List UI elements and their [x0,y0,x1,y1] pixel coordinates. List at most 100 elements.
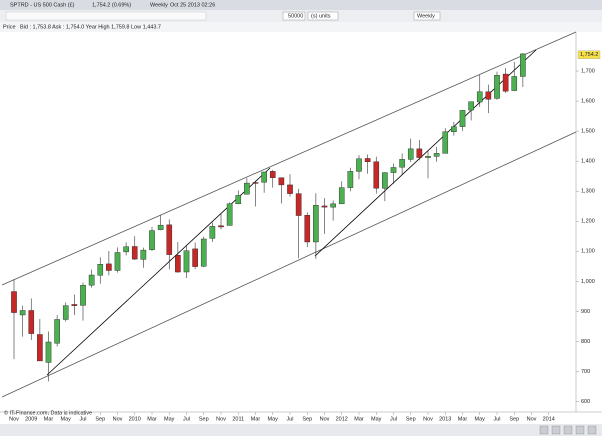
y-tick-label: 1,000 [581,279,595,285]
candle-body [97,264,104,276]
size-value: 50000 [288,13,303,19]
candle-body [28,310,35,334]
units-label: (s) units [311,13,331,19]
candle-body [261,171,267,183]
info-row [0,22,602,32]
y-tick-label: 1,100 [581,249,595,255]
candle-body [468,101,474,111]
candle-body [149,230,155,250]
y-tick-label: 1,500 [581,129,595,135]
candle-body [71,304,78,306]
x-tick-label: Jul [390,416,397,422]
x-tick-label: Sep [406,416,416,422]
candle-body [37,334,43,362]
candle-body [45,341,52,363]
footer: © IT-Finance.com. Data is indicative [4,409,92,416]
candle-body [520,53,526,77]
candle-body [106,263,112,271]
candle-body [131,246,138,260]
x-tick-label: May [164,416,175,422]
candle-body [356,158,362,172]
x-tick-label: 2013 [439,416,451,422]
candle-body [416,148,423,158]
candle-body [278,177,285,186]
bottom-bar [0,424,602,436]
x-tick-label: Jul [493,416,500,422]
x-tick-label: Nov [216,416,226,422]
x-tick-label: 2009 [25,416,37,422]
toolbar-icons [5,11,207,21]
timestamp: Oct 25 2013 02:26 [170,2,215,8]
x-tick-label: 2012 [336,416,348,422]
candle-body [183,250,190,273]
y-tick-label: 1,700 [581,69,595,75]
x-tick-label: May [371,416,382,422]
last-price-label: 1,754.2 [580,52,598,58]
candle-body [382,172,388,189]
candle-body [373,161,380,189]
candle-body [347,171,354,188]
bottom-icons[interactable] [539,425,597,435]
candle-body [442,131,449,154]
x-tick-label: May [61,416,72,422]
x-tick-label: 2010 [129,416,141,422]
candle-body [54,319,60,344]
candle-body [390,167,397,173]
candle-body [80,285,86,306]
candle-body [123,246,129,253]
x-tick-label: May [268,416,279,422]
candle-body [485,91,492,100]
candle-body [459,110,466,127]
x-tick-label: Mar [147,416,157,422]
interval-select[interactable] [413,11,441,21]
y-tick-label: 800 [581,339,590,345]
candle-body [252,182,259,184]
y-tick-label: 1,600 [581,99,595,105]
candle-body [192,248,198,267]
candle-body [511,76,518,91]
candle-body [338,187,345,205]
x-tick-label: Sep [199,416,209,422]
x-tick-label: Nov [9,416,19,422]
candle-body [304,215,311,243]
candle-body [313,205,319,243]
candle-body [476,91,483,103]
title-bar [0,0,602,10]
candle-body [235,195,242,205]
candle-body [244,182,250,195]
x-tick-label: 2014 [543,416,555,422]
trend-lines [1,31,577,398]
x-tick-label: Mar [251,416,261,422]
size-input[interactable] [282,11,306,21]
instrument-title: SPTRD - US 500 Cash (£) [10,2,75,8]
x-tick-label: Nov [113,416,123,422]
candle-body [166,224,173,255]
candle-body [11,291,17,313]
x-tick-label: Sep [95,416,105,422]
x-tick-label: Jul [286,416,293,422]
quote: 1,754.2 (0.69%) [92,2,131,8]
x-tick-label: Mar [458,416,468,422]
candle-body [175,254,181,273]
candle-body [114,252,121,271]
candle-body [425,156,431,158]
x-tick-label: Jul [79,416,86,422]
candle-body [140,249,147,260]
candle-body [433,153,440,157]
x-tick-label: Sep [302,416,312,422]
units-select[interactable] [307,11,339,21]
x-tick-label: Sep [509,416,519,422]
y-tick-label: 600 [581,399,590,405]
candle-body [399,159,405,168]
candle-body [88,274,95,286]
candle-body [157,224,164,230]
candle-body [200,238,207,267]
candle-body [269,171,276,178]
x-tick-label: Mar [44,416,54,422]
interval-select-label: Weekly [417,13,435,19]
candle-body [209,226,216,239]
x-tick-label: Nov [320,416,330,422]
candle-body [226,203,233,226]
price-tab[interactable]: Price [3,24,16,30]
